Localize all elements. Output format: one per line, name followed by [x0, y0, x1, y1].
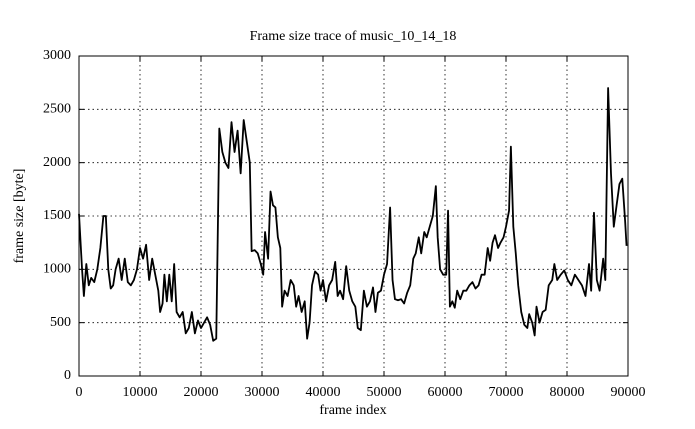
y-axis-label: frame size [byte]	[12, 169, 27, 264]
x-tick-label: 80000	[550, 385, 585, 400]
y-tick-label: 500	[50, 315, 71, 330]
y-tick-label: 1500	[43, 208, 71, 223]
y-tick-label: 2500	[43, 102, 71, 117]
y-tick-label: 0	[64, 368, 71, 383]
y-tick-label: 3000	[43, 48, 71, 63]
x-axis-label: frame index	[319, 403, 386, 418]
data-line	[78, 87, 628, 342]
x-tick-label: 40000	[306, 385, 341, 400]
x-tick-label: 60000	[428, 385, 463, 400]
y-tick-label: 1000	[43, 262, 71, 277]
x-tick-label: 70000	[489, 385, 524, 400]
x-tick-label: 90000	[611, 385, 646, 400]
x-tick-label: 20000	[184, 385, 219, 400]
x-tick-label: 50000	[367, 385, 402, 400]
y-tick-label: 2000	[43, 155, 71, 170]
x-tick-label: 0	[76, 385, 83, 400]
x-tick-label: 30000	[245, 385, 280, 400]
x-tick-label: 10000	[123, 385, 158, 400]
chart-title: Frame size trace of music_10_14_18	[250, 29, 457, 44]
